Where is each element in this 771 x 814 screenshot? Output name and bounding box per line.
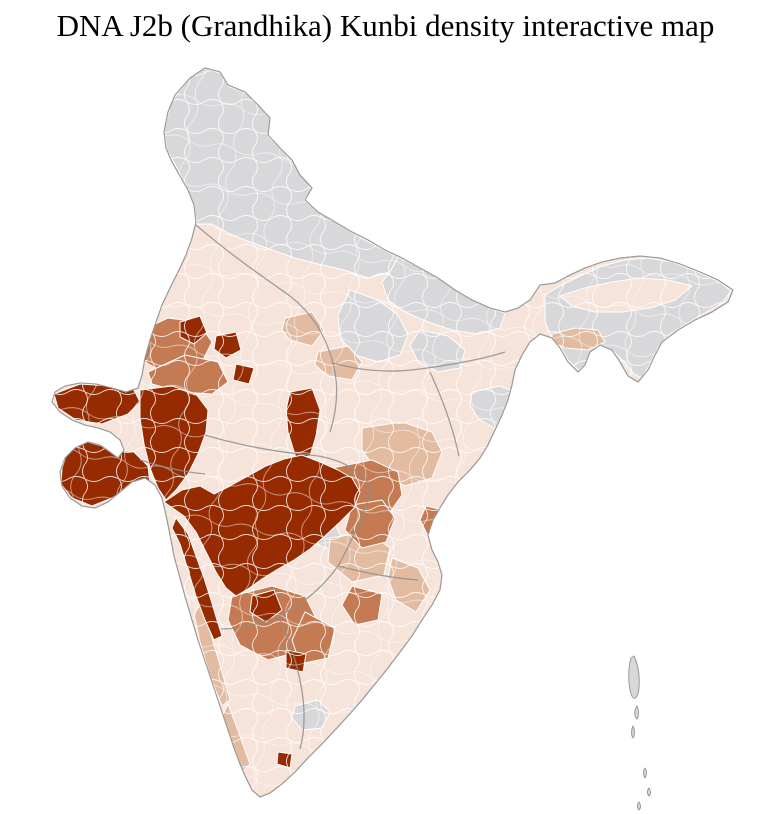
region-karnataka-dark[interactable] (285, 649, 307, 673)
state-borders (139, 224, 506, 750)
region-nicobar-islands[interactable] (637, 767, 651, 811)
page-title: DNA J2b (Grandhika) Kunbi density intera… (56, 8, 715, 43)
region-andaman-islands[interactable] (628, 655, 640, 739)
